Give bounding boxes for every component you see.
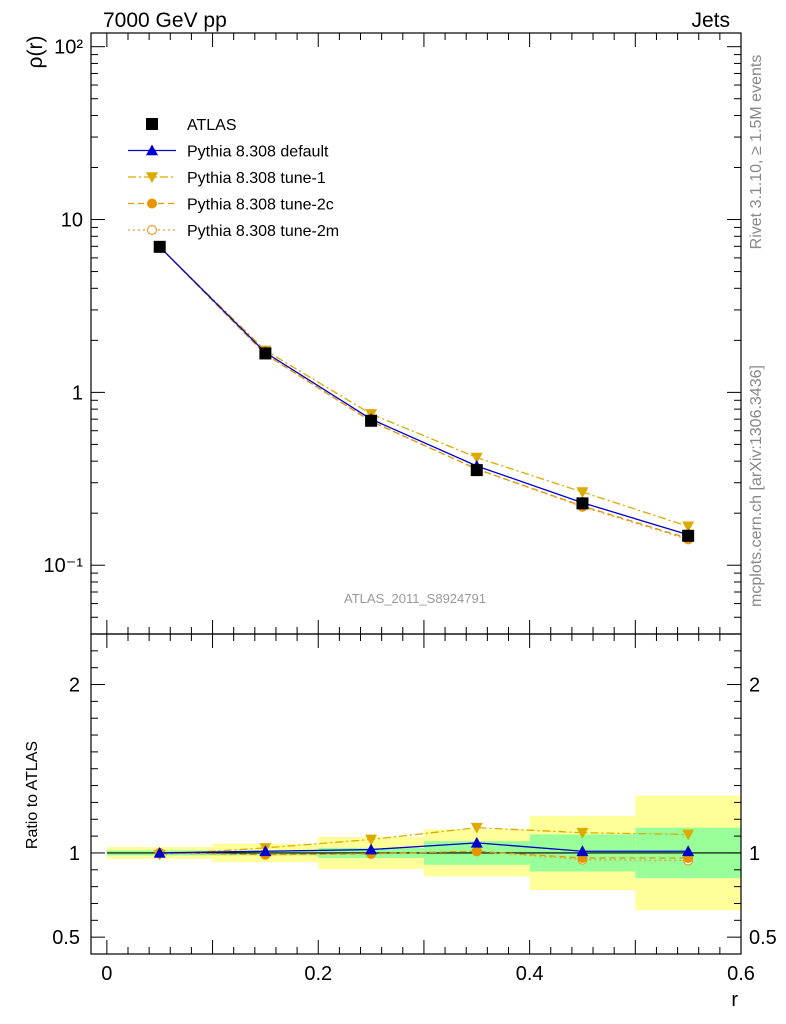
- main-series-pythia-8-308-default: [153, 240, 695, 540]
- ratio-y-tick-label: 1: [69, 843, 80, 865]
- legend-marker: [146, 144, 158, 156]
- ratio-series-pythia-8-308-default: [153, 836, 695, 858]
- main-series-atlas: [153, 240, 695, 542]
- legend-item: Pythia 8.308 tune-2m: [128, 223, 339, 240]
- ratio-axis-ticks: 0.5 0.5 1 1 2 2: [52, 650, 777, 949]
- main-series-line: [159, 246, 689, 539]
- legend-label: Pythia 8.308 default: [187, 144, 329, 161]
- main-data-point: [470, 464, 483, 477]
- ratio-data-point: [576, 845, 589, 857]
- x-tick-label: 0.2: [304, 963, 332, 985]
- header-left: 7000 GeV pp: [103, 9, 227, 32]
- main-axis-ticks: 10⁻¹ 1 10 10²: [44, 37, 741, 635]
- main-data-point: [682, 529, 695, 542]
- main-data-point: [576, 497, 589, 510]
- legend-marker: [146, 224, 158, 236]
- main-series-pythia-8-308-tune-2c: [154, 241, 694, 544]
- main-data-point: [682, 521, 695, 533]
- main-panel-series: [153, 240, 695, 545]
- ratio-data-point: [153, 846, 166, 858]
- legend: ATLAS Pythia 8.308 default Pythia 8.308 tu…: [128, 117, 339, 240]
- header-right: Jets: [691, 9, 730, 32]
- main-data-point: [153, 240, 166, 253]
- main-series-pythia-8-308-tune-1: [153, 242, 695, 533]
- ratio-series-line: [159, 850, 689, 862]
- ratio-data-point: [365, 834, 378, 846]
- y-tick-label: 10²: [54, 37, 83, 59]
- main-series-line: [159, 246, 689, 527]
- ratio-y-tick-label: 2: [69, 675, 80, 697]
- ratio-panel-series: [153, 822, 695, 866]
- legend-marker: [147, 198, 157, 209]
- y-tick-label: 10: [61, 210, 83, 232]
- y-tick-label: 1: [72, 382, 83, 404]
- ratio-y-tick-label-right: 2: [749, 675, 760, 697]
- main-data-point: [365, 414, 378, 427]
- ratio-data-point: [470, 836, 483, 848]
- x-tick-label: 0.6: [727, 963, 755, 985]
- ratio-series-line: [159, 842, 689, 854]
- main-series-pythia-8-308-tune-2m: [154, 241, 694, 545]
- rivet-label: Rivet 3.1.10, ≥ 1.5M events: [748, 55, 765, 250]
- x-tick-label: 0: [101, 963, 112, 985]
- legend-label: Pythia 8.308 tune-1: [187, 170, 326, 187]
- x-tick-label: 0.4: [516, 963, 544, 985]
- ratio-y-tick-label-right: 1: [749, 843, 760, 865]
- legend-item: Pythia 8.308 tune-2c: [128, 197, 334, 214]
- x-axis-label: r: [731, 989, 738, 1011]
- ratio-data-point: [682, 829, 695, 841]
- ratio-panel-frame: [90, 633, 742, 955]
- analysis-watermark: ATLAS_2011_S8924791: [344, 591, 486, 606]
- ratio-data-point: [471, 846, 482, 857]
- ratio-data-point: [470, 822, 483, 834]
- ratio-data-point: [576, 827, 589, 839]
- legend-item: Pythia 8.308 default: [128, 144, 329, 161]
- mcplots-label: mcplots.cern.ch [arXiv:1306.3436]: [748, 365, 765, 607]
- y-tick-label: 10⁻¹: [44, 555, 84, 577]
- legend-marker: [146, 172, 158, 183]
- legend-label: Pythia 8.308 tune-2c: [187, 197, 334, 214]
- main-data-point: [576, 487, 589, 499]
- ratio-data-point: [365, 843, 378, 855]
- legend-label: ATLAS: [187, 117, 237, 134]
- x-axis-ticks: 0 0.2 0.4 0.6: [101, 33, 755, 985]
- ratio-series-line: [159, 850, 689, 859]
- ratio-y-tick-label-right: 0.5: [749, 927, 777, 949]
- main-data-point: [259, 347, 272, 360]
- ratio-y-tick-label: 0.5: [52, 927, 80, 949]
- ratio-data-point: [259, 845, 272, 857]
- legend-item: Pythia 8.308 tune-1: [128, 170, 326, 187]
- main-series-line: [159, 246, 689, 536]
- ratio-y-label: Ratio to ATLAS: [24, 741, 41, 849]
- main-y-label: ρ(r): [24, 36, 47, 69]
- legend-item: ATLAS: [146, 117, 237, 134]
- legend-label: Pythia 8.308 tune-2m: [187, 223, 339, 240]
- main-series-line: [159, 246, 689, 541]
- legend-marker: [146, 118, 158, 130]
- ratio-data-point: [682, 845, 695, 857]
- main-data-point: [470, 452, 483, 464]
